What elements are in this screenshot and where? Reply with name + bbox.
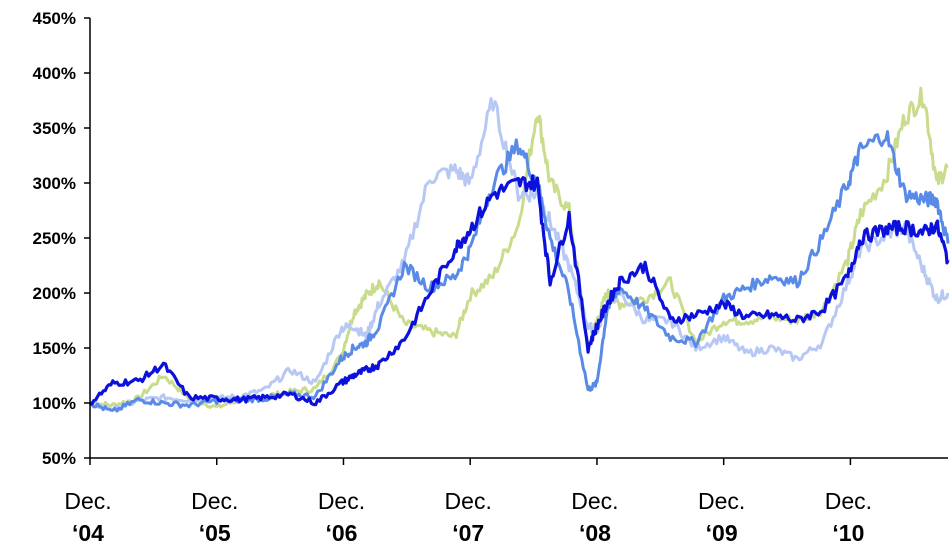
x-tick-label-year: ‘10 xyxy=(832,520,864,546)
series-line-3 xyxy=(88,130,950,413)
y-tick-label: 200% xyxy=(33,284,76,303)
x-tick-label-year: ‘06 xyxy=(325,520,357,546)
y-tick-label: 50% xyxy=(42,449,76,468)
x-tick-label-month: Dec. xyxy=(698,488,745,514)
x-tick-label-month: Dec. xyxy=(318,488,365,514)
x-tick-label-month: Dec. xyxy=(191,488,238,514)
x-tick-label-month: Dec. xyxy=(445,488,492,514)
series-line-2 xyxy=(89,97,950,413)
y-tick-label: 100% xyxy=(33,394,76,413)
series-line-4 xyxy=(89,174,950,407)
y-tick-label: 450% xyxy=(33,9,76,28)
x-tick-label-year: ‘08 xyxy=(579,520,611,546)
x-tick-label-year: ‘07 xyxy=(452,520,484,546)
y-tick-label: 250% xyxy=(33,229,76,248)
y-tick-label: 350% xyxy=(33,119,76,138)
y-tick-label: 300% xyxy=(33,174,76,193)
x-tick-label-year: ‘05 xyxy=(199,520,231,546)
x-tick-label-year: ‘09 xyxy=(706,520,738,546)
x-tick-label-year: ‘04 xyxy=(72,520,104,546)
y-tick-label: 150% xyxy=(33,339,76,358)
y-tick-label: 400% xyxy=(33,64,76,83)
y-axis-ticks: 450% 400% 350% 300% 250% 200% 150% 100% 50% xyxy=(33,9,90,468)
x-tick-label-month: Dec. xyxy=(825,488,872,514)
plot-series xyxy=(88,86,950,413)
x-tick-label-month: Dec. xyxy=(571,488,618,514)
x-axis-ticks: Dec. ‘04 Dec. ‘05 Dec. ‘06 Dec. ‘07 Dec. ‘08 Dec. ‘… xyxy=(64,458,872,546)
x-tick-label-month: Dec. xyxy=(64,488,111,514)
